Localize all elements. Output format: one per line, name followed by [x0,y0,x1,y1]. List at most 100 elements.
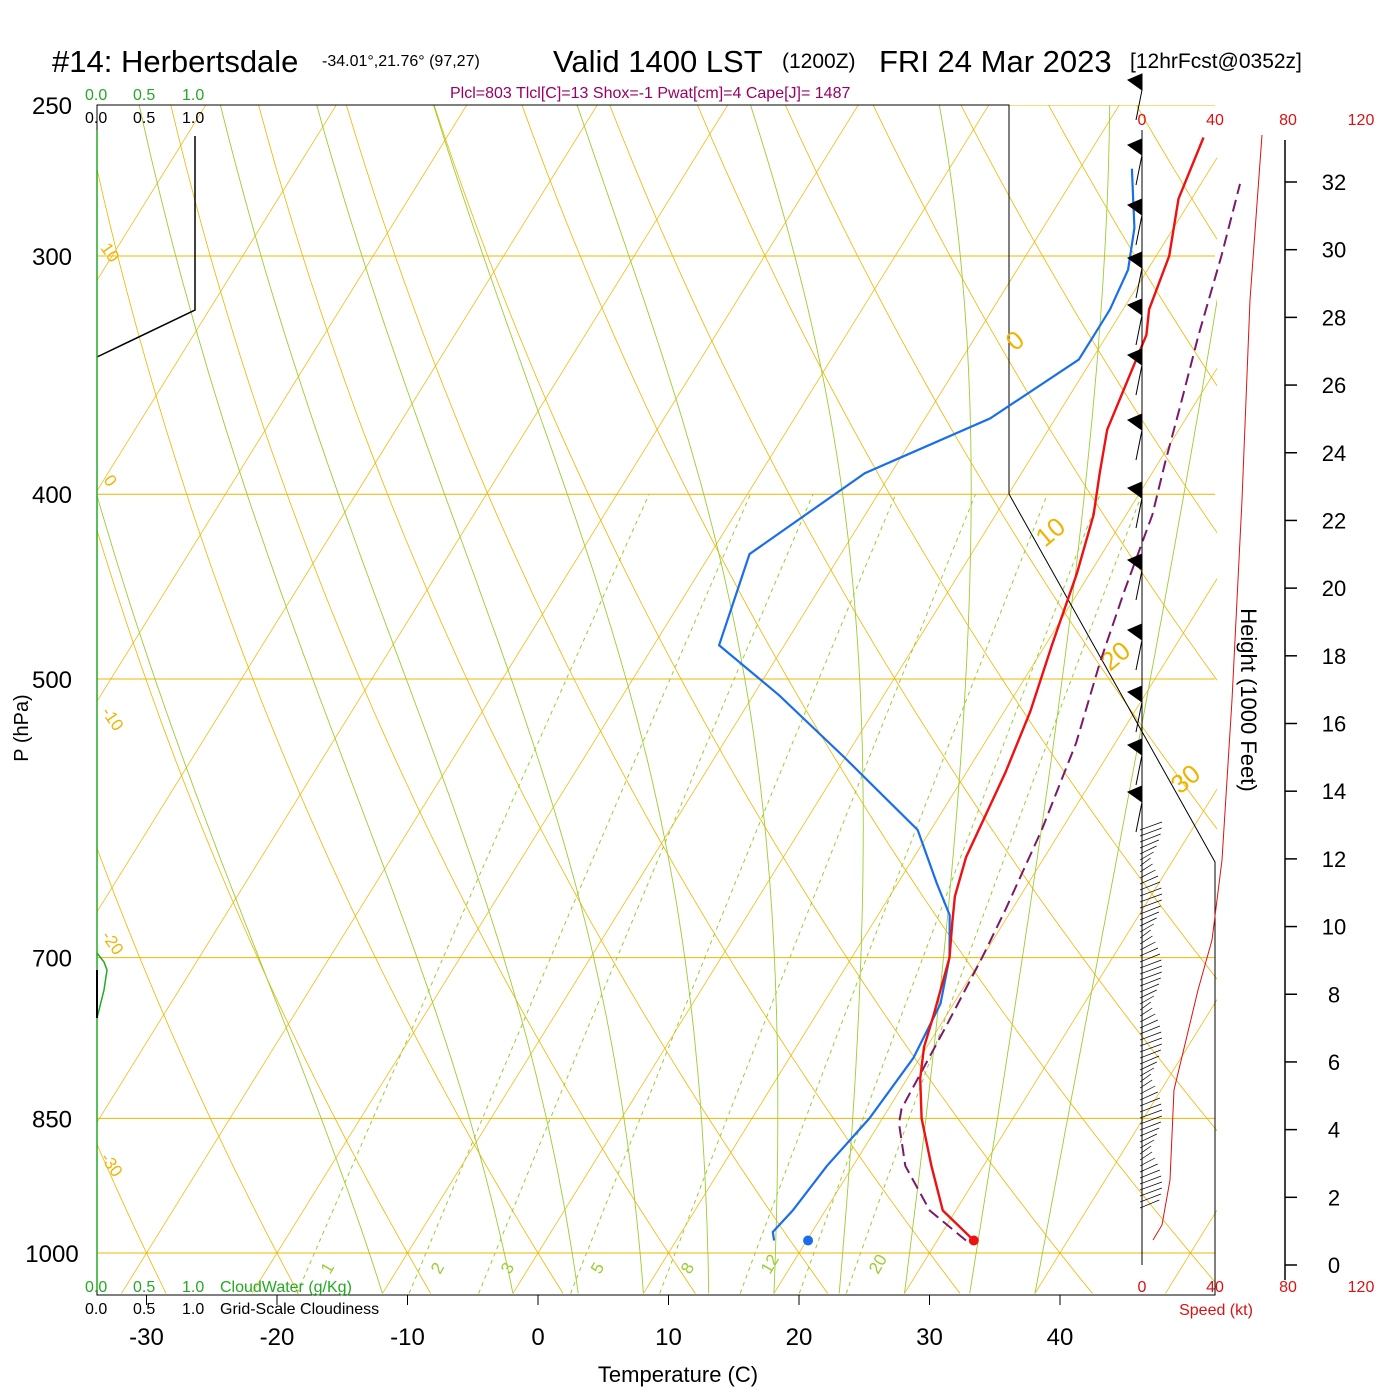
isotherm-line [1034,999,1217,1294]
parcel-profile-line [897,183,1241,1242]
height-tick-label: 0 [1328,1253,1340,1278]
temperature-tick-label: 10 [655,1324,682,1351]
cloudwater-trace [96,952,108,1019]
cloudiness-tick-top: 1.0 [182,110,204,127]
wind-barb [1126,738,1143,756]
cloud-scale-top: 0.0 0.5 1.0 0.0 0.5 1.0 [85,87,204,127]
wind-barb-low [1139,875,1159,885]
height-tick-label: 24 [1322,441,1346,466]
isotherm-line [121,105,859,1294]
mixing-ratio-label: 8 [677,1259,698,1277]
cloudwater-label: CloudWater (g/Kg) [220,1279,352,1296]
speed-tick-top: 0 [1138,112,1147,129]
speed-tick-bottom: 0 [1138,1279,1147,1296]
dry-adiabat-line [1378,71,1400,1293]
wind-barb-shaft [1135,701,1143,733]
wind-barb-low [1139,917,1157,927]
isotherm-line [1165,1209,1217,1294]
wind-barb [1126,73,1143,91]
wind-barb-low [1139,1061,1157,1071]
dry-adiabat-line [872,105,1217,681]
dry-adiabat-line [784,105,1217,830]
wind-barb-low [1139,977,1161,987]
wind-barb-low [1139,1133,1158,1143]
wind-barb-low [1139,989,1157,999]
dry-adiabat-line [170,105,696,1294]
pressure-tick-label: 300 [32,244,72,271]
moist-adiabat-line [903,105,972,1294]
cloudiness-trace [96,136,196,358]
wind-barb-low [1139,857,1151,867]
wind-barb-low [1139,1109,1163,1119]
cloudiness-tick-top: 0.0 [85,110,107,127]
temperature-tick-label: 40 [1047,1324,1074,1351]
wind-barb-low [1139,1067,1155,1077]
wind-barb-low [1139,1013,1156,1023]
valid-time: Valid 1400 LST [553,44,763,79]
dry-adiabat-line [960,105,1217,534]
pressure-tick-label: 500 [32,667,72,694]
background-grid [0,0,1400,1294]
temperature-tick-label: -30 [129,1324,164,1351]
isotherm-line [904,788,1217,1294]
wind-barb-low [1139,887,1162,897]
wind-barb [1126,623,1143,641]
wind-barb-low [1139,1055,1160,1065]
speed-axis-label: Speed (kt) [1179,1302,1253,1319]
wind-barb [1126,481,1143,499]
dry-adiabat-line [97,1143,167,1294]
speed-tick-bottom: 40 [1206,1279,1224,1296]
wind-barb-low [1139,1145,1152,1155]
dry-adiabat-line [433,105,1093,1294]
moist-adiabat-line [576,105,779,1294]
wind-barb-shaft [1135,429,1143,461]
mixing-ratio-label: 3 [497,1259,518,1277]
x-axis-title: Temperature (C) [598,1362,758,1387]
height-tick-label: 2 [1328,1185,1340,1210]
wind-barb-low [1139,1157,1156,1167]
isotherm-line [0,0,190,1293]
plot-frame [96,104,1216,1296]
cloudiness-tick-bottom: 0.0 [85,1301,107,1318]
wind-barb-low [1139,953,1161,963]
wind-barb-low [1139,941,1156,951]
wind-barb-low [1139,965,1163,975]
height-tick-label: 32 [1322,170,1346,195]
mixing-ratio-line [739,494,1048,1294]
wind-barb-shaft [1135,314,1143,346]
wind-barb-shaft [1135,569,1143,601]
moist-adiabat-line [1034,298,1217,1294]
surface-temperature-point [968,1235,979,1246]
wind-barb-low [1139,929,1151,939]
wind-barb-shaft [1135,497,1143,529]
wind-barb-low [1139,821,1163,831]
cloudwater-tick-top: 0.0 [85,87,107,104]
wind-barb-low [1139,1037,1163,1047]
mixing-ratio-line [659,494,976,1294]
speed-tick-top: 120 [1348,112,1375,129]
wind-barb-low [1139,1049,1161,1059]
moist-adiabat-line [97,493,383,1294]
height-tick-label: 6 [1328,1050,1340,1075]
pressure-tick-label: 250 [32,93,72,120]
cloudiness-tick-bottom: 1.0 [182,1301,204,1318]
dry-adiabat-label: 20 [1095,635,1136,677]
moist-adiabat-line [750,105,864,1294]
pressure-tick-label: 400 [32,482,72,509]
wind-barb-low [1139,1091,1158,1101]
wind-barb [1126,553,1143,571]
wind-barb-low [1139,1175,1162,1185]
dry-adiabat-label: -20 [98,927,128,958]
wind-barb-low [1139,833,1161,843]
speed-tick-top: 40 [1206,112,1224,129]
wind-barb [1126,138,1143,156]
height-tick-label: 10 [1322,915,1346,940]
wind-barb-low [1139,1025,1161,1035]
isotherm-line [512,157,1217,1294]
height-tick-label: 4 [1328,1118,1340,1143]
wind-barb-low [1139,899,1162,909]
wind-barb-low [1139,1115,1162,1125]
station-coords: -34.01°,21.76° (97,27) [322,53,480,70]
